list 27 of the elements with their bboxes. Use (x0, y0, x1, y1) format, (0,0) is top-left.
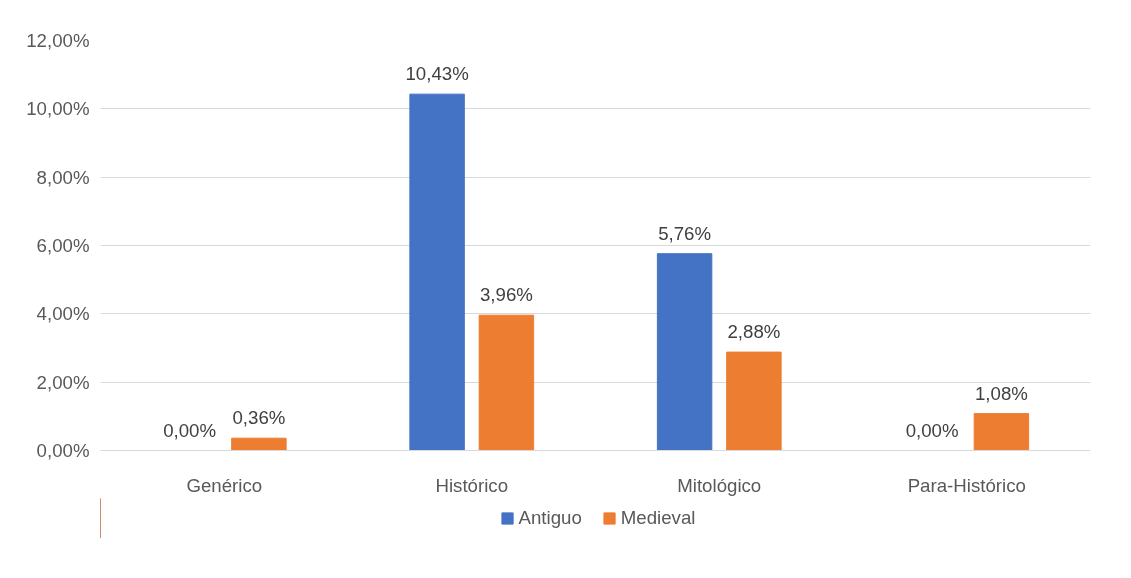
x-tick-label: Mitológico (677, 474, 762, 496)
x-tick-label: Histórico (435, 474, 509, 496)
data-label: 3,96% (479, 284, 533, 306)
y-tick-label: 4,00% (36, 303, 90, 325)
bar (231, 437, 287, 451)
data-label: 0,00% (163, 419, 217, 441)
data-label: 5,76% (658, 222, 712, 244)
x-tick-label: Genérico (186, 474, 263, 496)
bar (656, 253, 713, 451)
y-tick-label: 10,00% (26, 98, 90, 120)
y-tick-label: 6,00% (36, 235, 90, 256)
y-tick-label: 12,00% (26, 30, 90, 51)
bar (409, 93, 465, 451)
data-label: 2,88% (727, 321, 781, 343)
legend-label: Antiguo (518, 507, 582, 529)
bar (973, 413, 1030, 451)
data-label: 0,36% (232, 407, 286, 429)
legend-label: Medieval (620, 507, 696, 529)
bar (478, 314, 535, 451)
x-tick-label: Para-Histórico (907, 474, 1026, 496)
bar (726, 351, 782, 451)
y-tick-label: 2,00% (36, 371, 90, 393)
data-label: 0,00% (905, 419, 959, 441)
y-tick-label: 0,00% (36, 440, 90, 461)
y-tick-label: 8,00% (36, 166, 90, 188)
data-label: 1,08% (974, 382, 1028, 404)
data-label: 10,43% (405, 63, 469, 85)
